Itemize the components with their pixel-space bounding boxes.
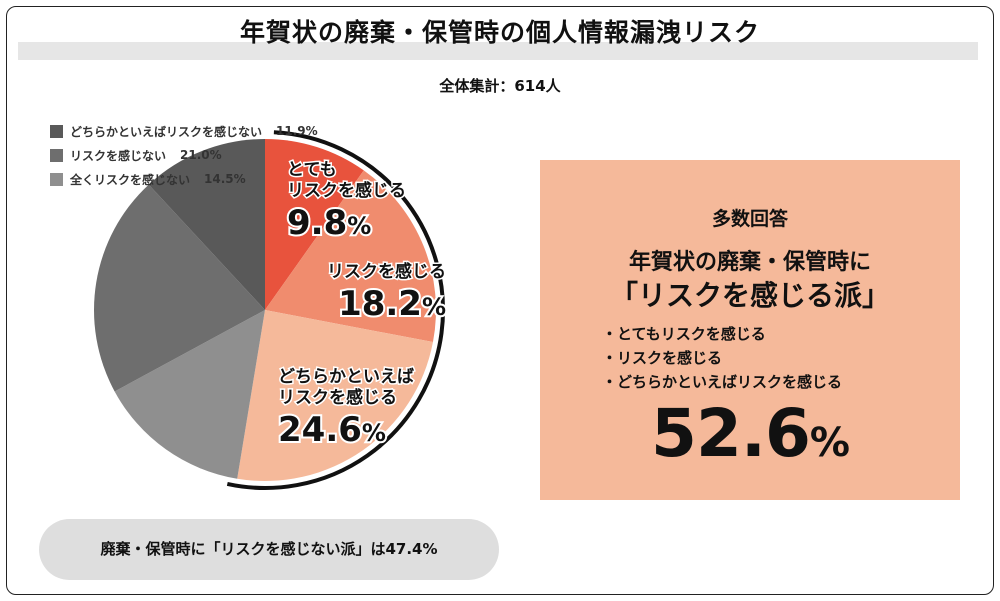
- legend: どちらかといえばリスクを感じない 11.9% リスクを感じない 21.0% 全く…: [50, 119, 318, 191]
- slice-label-line2: リスクを感じる: [287, 180, 406, 201]
- callout-total: 52.6%: [540, 395, 960, 472]
- callout-bullet: ・どちらかといえばリスクを感じる: [602, 373, 843, 391]
- chart-subtitle: 全体集計：614人: [439, 77, 561, 95]
- legend-label: リスクを感じない: [70, 148, 167, 163]
- pie-slices: [94, 139, 436, 481]
- majority-callout: 多数回答 年賀状の廃棄・保管時に 「リスクを感じる派」 ・とてもリスクを感じる …: [540, 160, 960, 500]
- callout-heading: 多数回答: [711, 208, 788, 230]
- callout-bullet: ・リスクを感じる: [602, 349, 723, 367]
- slice-label-value: 9.8%: [287, 203, 371, 243]
- pie-slice: [114, 310, 265, 479]
- footer-text: 廃棄・保管時に「リスクを感じない派」は47.4%: [100, 540, 438, 558]
- slice-label-value: 24.6%: [278, 410, 386, 450]
- callout-bullet: ・とてもリスクを感じる: [602, 325, 766, 343]
- title-band: [18, 42, 978, 60]
- legend-swatch: [50, 148, 63, 162]
- positive-share-arc: [226, 130, 445, 490]
- legend-percent: 11.9%: [276, 124, 318, 138]
- legend-label: 全くリスクを感じない: [70, 172, 191, 187]
- legend-swatch: [50, 124, 63, 138]
- legend-swatch: [50, 172, 63, 186]
- slice-label-line1: どちらかといえば: [278, 367, 414, 387]
- legend-item: リスクを感じない 21.0%: [50, 143, 318, 167]
- pie-slice: [265, 139, 364, 310]
- slice-label-line2: リスクを感じる: [327, 261, 446, 282]
- slice-label-value: 18.2%: [338, 284, 446, 324]
- pie-slice: [94, 184, 265, 392]
- legend-label: どちらかといえばリスクを感じない: [70, 124, 263, 139]
- pie-slice: [148, 139, 265, 310]
- slice-label-line2: リスクを感じる: [278, 387, 397, 408]
- legend-percent: 14.5%: [204, 172, 246, 186]
- slice-label-line1: とても: [287, 160, 337, 180]
- callout-line1: 年賀状の廃棄・保管時に: [628, 250, 871, 275]
- slice-labels: とてもリスクを感じる9.8%リスクを感じる18.2%どちらかといえばリスクを感じ…: [276, 159, 449, 453]
- pie-slice: [237, 310, 433, 481]
- callout-total-number: 52.6: [651, 395, 811, 472]
- callout-total-unit: %: [809, 420, 850, 466]
- callout-line2: 「リスクを感じる派」: [609, 279, 890, 312]
- legend-item: 全くリスクを感じない 14.5%: [50, 167, 318, 191]
- legend-item: どちらかといえばリスクを感じない 11.9%: [50, 119, 318, 143]
- legend-percent: 21.0%: [180, 148, 222, 162]
- footer-pill: 廃棄・保管時に「リスクを感じない派」は47.4%: [39, 519, 499, 580]
- callout-bullets: ・とてもリスクを感じる ・リスクを感じる ・どちらかといえばリスクを感じる: [602, 322, 842, 394]
- chart-title: 年賀状の廃棄・保管時の個人情報漏洩リスク: [239, 18, 760, 47]
- pie-slice: [265, 170, 436, 343]
